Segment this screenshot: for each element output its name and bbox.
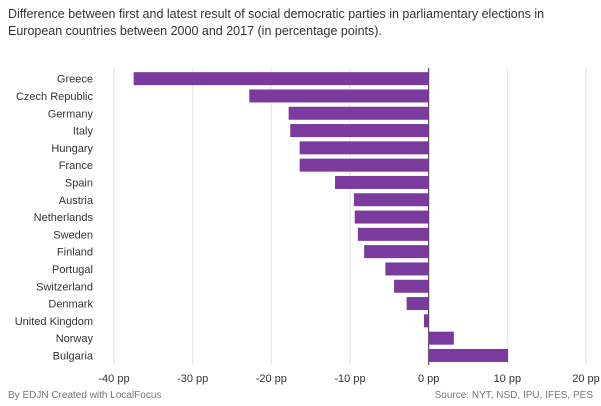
category-label: Sweden — [53, 229, 93, 241]
category-label: Norway — [56, 333, 94, 345]
bar-denmark — [406, 297, 429, 311]
bar-netherlands — [354, 210, 429, 224]
bars — [133, 72, 509, 362]
category-label: Bulgaria — [53, 350, 94, 362]
bar-norway — [428, 331, 454, 345]
bar-greece — [133, 72, 429, 86]
chart-title: Difference between first and latest resu… — [8, 7, 545, 38]
bar-germany — [288, 106, 429, 120]
category-label: Greece — [57, 74, 93, 86]
bar-czech-republic — [249, 89, 429, 103]
category-label: France — [59, 160, 93, 172]
category-label: Netherlands — [34, 212, 94, 224]
x-tick-label: 10 pp — [494, 373, 522, 385]
x-tick-labels: -40 pp -30 pp -20 pp -10 pp 0 pp 10 pp 20 pp — [98, 373, 599, 385]
category-label: Hungary — [51, 143, 93, 155]
grid-lines — [113, 68, 587, 365]
category-label: Denmark — [48, 299, 93, 311]
category-label: Finland — [57, 247, 93, 259]
x-tick-label: -40 pp — [98, 373, 129, 385]
bar-italy — [290, 124, 429, 138]
bar-finland — [364, 245, 429, 259]
footer-credit: By EDJN Created with LocalFocus — [8, 390, 162, 401]
category-label: Portugal — [52, 264, 93, 276]
bar-bulgaria — [428, 348, 509, 362]
x-tick-label: 0 pp — [418, 373, 439, 385]
footer-source: Source: NYT, NSD, IPU, IFES, PES — [434, 390, 593, 401]
x-tick-label: 20 pp — [572, 373, 600, 385]
x-tick-label: -10 pp — [334, 373, 365, 385]
bar-austria — [353, 193, 429, 207]
category-label: Spain — [65, 177, 93, 189]
bar-spain — [335, 175, 429, 189]
bar-france — [299, 158, 429, 172]
x-tick-label: -30 pp — [177, 373, 208, 385]
category-label: Switzerland — [36, 281, 93, 293]
bar-switzerland — [394, 279, 429, 293]
category-label: United Kingdom — [15, 316, 93, 328]
category-label: Germany — [48, 108, 94, 120]
bar-hungary — [299, 141, 429, 155]
category-label: Czech Republic — [16, 91, 94, 103]
category-labels: Greece Czech Republic Germany Italy Hungary F… — [15, 74, 94, 363]
category-label: Austria — [59, 195, 94, 207]
x-tick-label: -20 pp — [256, 373, 287, 385]
bar-portugal — [385, 262, 429, 276]
bar-sweden — [357, 227, 429, 241]
bar-united-kingdom — [423, 314, 429, 328]
category-label: Italy — [73, 126, 94, 138]
